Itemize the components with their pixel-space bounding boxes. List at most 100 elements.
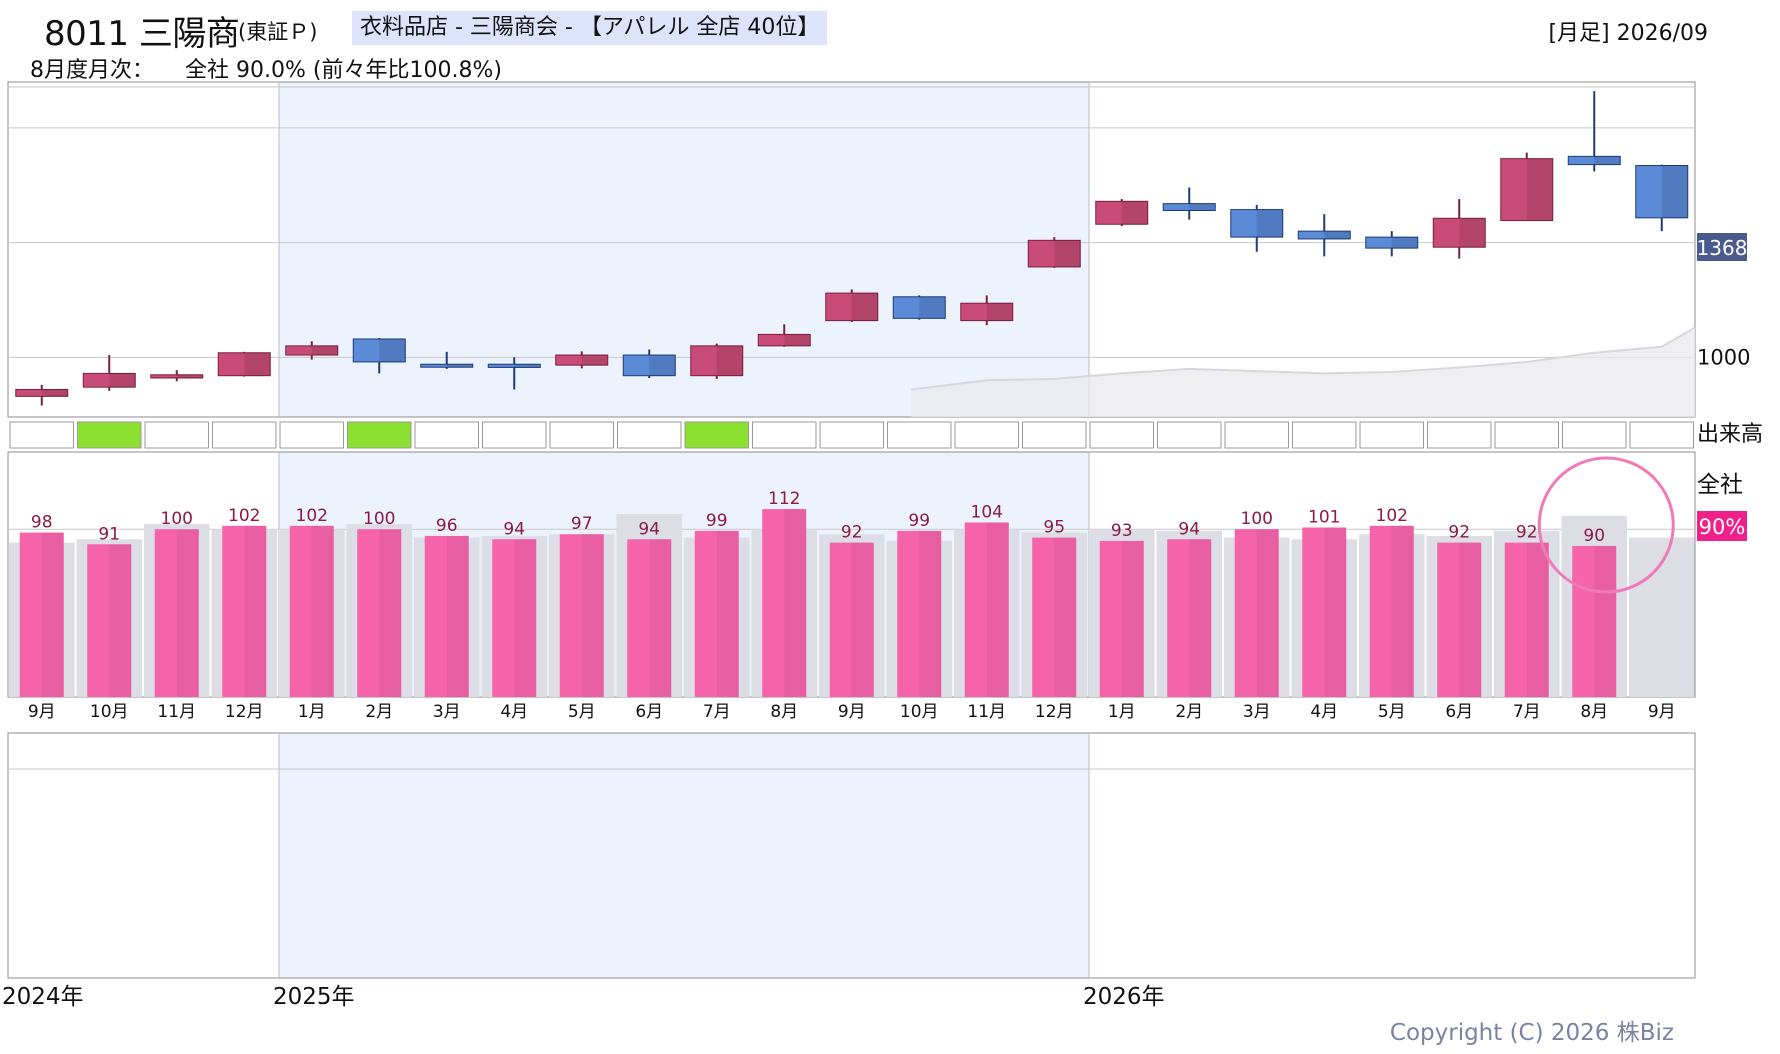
sales-value-label: 94 bbox=[503, 519, 525, 539]
moving-average-line bbox=[911, 326, 1696, 391]
candle-body bbox=[1027, 239, 1081, 268]
candle-shade bbox=[1661, 165, 1688, 218]
month-label: 7月 bbox=[703, 702, 731, 722]
candle-body bbox=[217, 352, 271, 377]
candle-body bbox=[825, 292, 879, 322]
month-label: 1月 bbox=[298, 702, 326, 722]
volume-cell bbox=[887, 421, 952, 449]
month-label: 7月 bbox=[1513, 702, 1541, 722]
candle-shade bbox=[919, 296, 946, 319]
month-label: 4月 bbox=[500, 702, 528, 722]
sales-bar-shade bbox=[311, 525, 334, 697]
sales-bar-shade bbox=[446, 535, 469, 697]
volume-cell bbox=[1224, 421, 1289, 449]
candle-shade bbox=[1324, 231, 1351, 239]
candle-shade bbox=[1526, 158, 1553, 221]
volume-cell bbox=[1494, 421, 1559, 449]
sales-bar bbox=[762, 509, 807, 697]
candle-body bbox=[622, 354, 676, 377]
sales-bar bbox=[424, 535, 469, 697]
candle-shade bbox=[1594, 156, 1621, 165]
month-label: 11月 bbox=[967, 702, 1006, 722]
sales-bar bbox=[154, 529, 199, 697]
month-label: 9月 bbox=[28, 702, 56, 722]
sales-value-label: 93 bbox=[1111, 521, 1133, 541]
volume-cell bbox=[954, 421, 1019, 449]
sales-value-label: 100 bbox=[161, 509, 193, 529]
sales-bar-shade bbox=[1391, 525, 1414, 697]
candle-body bbox=[1230, 209, 1284, 238]
candle-shade bbox=[851, 293, 878, 321]
sales-bar-shade bbox=[176, 529, 199, 697]
volume-cell-highlight bbox=[77, 421, 142, 449]
sales-bar bbox=[492, 539, 537, 697]
sales-bar-shade bbox=[581, 534, 604, 697]
candle-shade bbox=[176, 374, 203, 378]
sales-bar bbox=[1302, 527, 1347, 697]
volume-cell-highlight bbox=[684, 421, 749, 449]
volume-cell bbox=[9, 421, 74, 449]
sales-bar-shade bbox=[716, 530, 739, 697]
sales-value-label: 94 bbox=[638, 519, 660, 539]
volume-cell bbox=[279, 421, 344, 449]
candle-shade bbox=[244, 352, 271, 376]
highlight-circle bbox=[1537, 456, 1675, 594]
sales-value-label: 112 bbox=[768, 489, 800, 509]
candle-body bbox=[757, 333, 811, 347]
sales-bar-shade bbox=[1256, 529, 1279, 697]
candle-body bbox=[1162, 203, 1216, 211]
sales-value-label: 90 bbox=[1583, 526, 1605, 546]
month-label: 6月 bbox=[1445, 702, 1473, 722]
sales-value-label: 99 bbox=[706, 511, 728, 531]
candle-body bbox=[690, 345, 744, 377]
candle-body bbox=[1095, 200, 1149, 225]
sales-value-label: 100 bbox=[1241, 509, 1273, 529]
volume-cell bbox=[1562, 421, 1627, 449]
volume-cell-highlight bbox=[347, 421, 412, 449]
sales-value-label: 99 bbox=[908, 511, 930, 531]
volume-cell bbox=[617, 421, 682, 449]
sales-bar bbox=[559, 534, 604, 697]
sales-value-label: 102 bbox=[296, 506, 328, 526]
volume-label: 出来高 bbox=[1697, 422, 1763, 447]
candle-body bbox=[1500, 158, 1554, 222]
sales-bar bbox=[627, 539, 672, 697]
sales-value-label: 100 bbox=[363, 509, 395, 529]
panel-frame bbox=[7, 81, 1696, 418]
candle-body bbox=[285, 345, 339, 356]
sales-bar-shade bbox=[109, 544, 132, 697]
sales-bar bbox=[964, 522, 1009, 697]
volume-cell bbox=[482, 421, 547, 449]
sales-bar-shade bbox=[919, 530, 942, 697]
sales-bar-shade bbox=[851, 542, 874, 697]
sales-bar-shade bbox=[1189, 539, 1212, 697]
month-label: 8月 bbox=[1580, 702, 1608, 722]
candle-body bbox=[82, 372, 136, 388]
sales-bar bbox=[694, 530, 739, 697]
candle-shade bbox=[1459, 218, 1486, 248]
month-label: 3月 bbox=[433, 702, 461, 722]
monthly-label: 8月度月次： bbox=[30, 58, 154, 83]
monthly-report: 8月度月次： 全社 90.0% (前々年比100.8%) bbox=[30, 52, 502, 84]
sales-bar bbox=[897, 530, 942, 697]
sales-value-label: 97 bbox=[571, 514, 593, 534]
sales-percent-label: 90% bbox=[1699, 515, 1746, 539]
candle-body bbox=[15, 388, 69, 397]
sales-bar-shade bbox=[1324, 527, 1347, 697]
candle-shade bbox=[1256, 209, 1283, 238]
candle-body bbox=[1297, 230, 1351, 240]
sales-bar bbox=[289, 525, 334, 697]
year-band-2025 bbox=[279, 82, 1089, 417]
sales-value-label: 98 bbox=[31, 513, 53, 533]
candle-body bbox=[487, 363, 541, 368]
candle-shade bbox=[1121, 201, 1148, 225]
month-label: 8月 bbox=[770, 702, 798, 722]
sales-bar-shade bbox=[244, 525, 267, 697]
sales-bar bbox=[87, 544, 132, 697]
candle-shade bbox=[41, 389, 68, 397]
sales-bar-shade bbox=[649, 539, 672, 697]
month-label: 10月 bbox=[900, 702, 939, 722]
candle-body bbox=[420, 363, 474, 368]
last-price-label: 1368 bbox=[1697, 236, 1748, 260]
candle-body bbox=[555, 354, 609, 366]
